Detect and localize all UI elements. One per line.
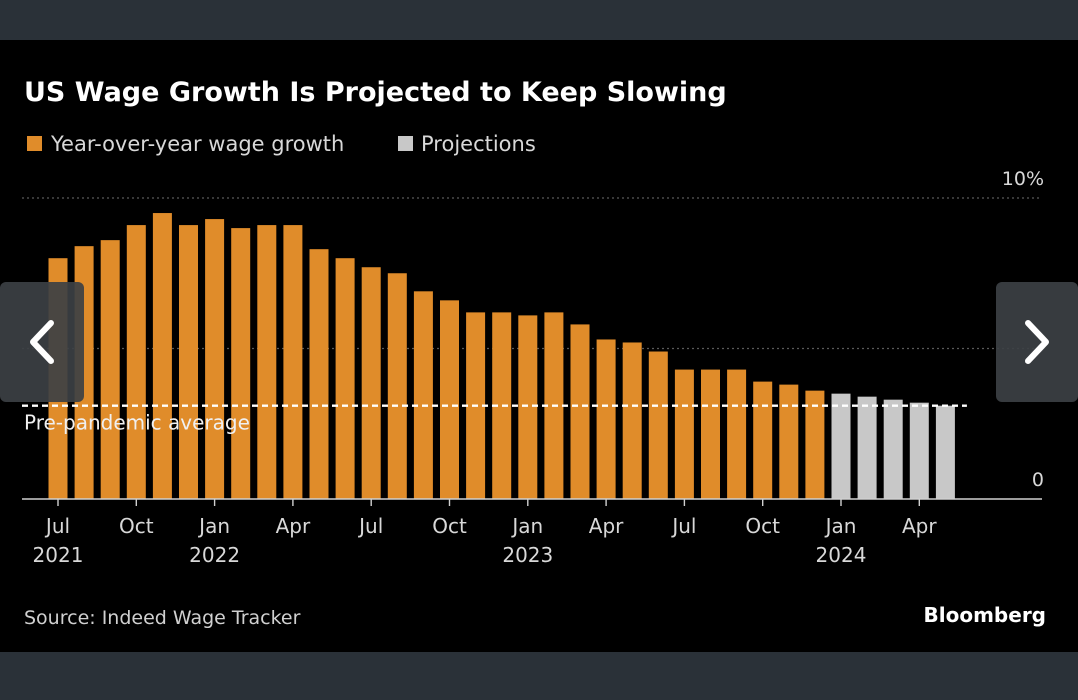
projection-bar	[909, 402, 929, 499]
bar	[492, 312, 512, 499]
x-tick-label: Apr	[589, 514, 624, 538]
bar	[126, 225, 146, 499]
x-tick-label: Jul	[670, 514, 696, 538]
bar	[152, 213, 172, 500]
bar	[753, 381, 773, 499]
projection-bar	[883, 399, 903, 499]
bar	[779, 384, 799, 499]
bar	[283, 225, 303, 499]
legend: Year-over-year wage growth Projections	[27, 132, 536, 156]
bar	[413, 291, 433, 499]
bar	[622, 342, 642, 499]
x-tick-year-label: 2024	[816, 543, 867, 567]
chevron-right-icon	[1025, 320, 1049, 364]
bar	[440, 300, 459, 499]
chart-viewer: US Wage Growth Is Projected to Keep Slow…	[0, 40, 1078, 652]
x-tick-label: Oct	[745, 514, 780, 538]
bar	[674, 369, 694, 499]
bar	[727, 369, 747, 499]
chevron-left-icon	[30, 320, 54, 364]
bar	[179, 225, 198, 499]
x-tick-label: Jan	[197, 514, 230, 538]
bar	[648, 351, 668, 499]
x-tick-label: Apr	[902, 514, 937, 538]
chart-title: US Wage Growth Is Projected to Keep Slow…	[24, 77, 727, 108]
legend-swatch-actual	[27, 136, 42, 151]
x-tick-label: Oct	[119, 514, 154, 538]
source-note: Source: Indeed Wage Tracker	[24, 607, 301, 629]
legend-label-projections: Projections	[421, 132, 536, 156]
bar	[596, 339, 616, 499]
previous-button[interactable]	[0, 282, 84, 402]
bar	[257, 225, 277, 499]
reference-line-group: Pre-pandemic average	[22, 404, 967, 435]
bar	[100, 240, 120, 499]
legend-label-actual: Year-over-year wage growth	[50, 132, 344, 156]
chart: US Wage Growth Is Projected to Keep Slow…	[22, 77, 1046, 629]
reference-line-label: Pre-pandemic average	[24, 411, 250, 435]
bar	[387, 273, 407, 499]
bar	[335, 258, 355, 499]
projection-bar	[935, 405, 955, 499]
axes: 10% 0 Jul 2021 Oct Jan 2022 Apr Jul Oct Jan 2023 Apr…	[22, 168, 1044, 567]
next-button[interactable]	[996, 282, 1078, 402]
y-tick-label: 10%	[1002, 168, 1044, 190]
bar	[701, 369, 720, 499]
bar	[518, 315, 538, 499]
x-tick-label: Jan	[824, 514, 857, 538]
legend-swatch-projections	[398, 136, 413, 151]
x-tick-label: Jul	[44, 514, 70, 538]
bar	[805, 390, 825, 499]
bars	[48, 213, 955, 500]
bar	[361, 267, 381, 499]
bar	[570, 324, 590, 499]
x-tick-year-label: 2021	[33, 543, 84, 567]
bar	[205, 219, 225, 499]
x-tick-year-label: 2023	[502, 543, 553, 567]
y-tick-label: 0	[1032, 469, 1044, 491]
x-tick-label: Jan	[510, 514, 543, 538]
projection-bar	[857, 396, 877, 499]
brand-logo: Bloomberg	[924, 603, 1046, 627]
x-tick-label: Oct	[432, 514, 467, 538]
x-tick-label: Jul	[357, 514, 383, 538]
projection-bar	[831, 393, 851, 499]
bar	[231, 228, 251, 499]
x-tick-label: Apr	[276, 514, 311, 538]
bar	[309, 249, 329, 499]
x-tick-year-label: 2022	[189, 543, 240, 567]
